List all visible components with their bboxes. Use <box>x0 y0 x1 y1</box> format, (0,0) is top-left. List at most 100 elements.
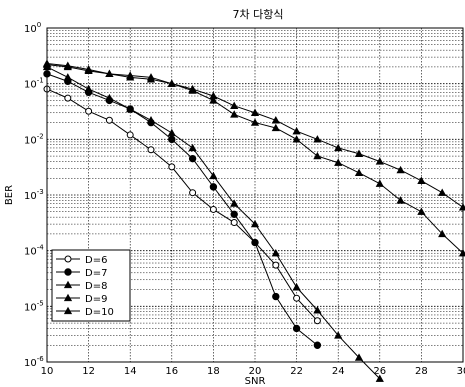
data-point <box>313 135 322 143</box>
data-point <box>230 219 238 227</box>
plot-frame <box>46 27 464 363</box>
y-tick-label: 10-6 <box>24 355 44 369</box>
data-point <box>313 317 321 325</box>
data-point <box>63 61 72 69</box>
x-tick-label: 18 <box>207 366 220 377</box>
data-point <box>272 292 280 301</box>
data-point <box>313 151 322 160</box>
legend-entry: D=6 <box>56 255 107 266</box>
data-point <box>313 306 322 314</box>
legend-entry: D=9 <box>56 293 107 305</box>
data-point <box>438 188 447 196</box>
data-point <box>354 168 364 177</box>
data-point <box>105 69 114 78</box>
data-point <box>250 118 260 126</box>
data-point <box>250 108 260 116</box>
x-tick-label: 10 <box>41 366 54 377</box>
x-tick-label: 26 <box>373 366 386 377</box>
data-point <box>126 71 135 79</box>
series-d9 <box>42 60 465 257</box>
data-point <box>272 261 280 269</box>
data-point <box>85 107 93 115</box>
legend-marker <box>63 306 73 315</box>
data-point <box>209 171 218 180</box>
data-point <box>375 179 384 187</box>
data-point <box>292 324 301 333</box>
data-point <box>292 126 301 135</box>
data-point <box>230 199 239 207</box>
data-point <box>84 65 93 73</box>
legend-label: D=7 <box>85 268 107 279</box>
data-point <box>417 176 426 184</box>
data-point <box>250 219 260 228</box>
data-point <box>417 207 426 215</box>
series-line <box>46 73 318 346</box>
data-point <box>188 84 197 93</box>
data-point <box>292 283 301 291</box>
x-tick-label: 28 <box>415 366 428 377</box>
data-point <box>146 116 156 124</box>
y-tick-label: 10-1 <box>24 77 44 91</box>
series-line <box>46 88 318 322</box>
data-point <box>251 238 259 247</box>
data-point <box>230 210 238 219</box>
data-point <box>271 248 280 257</box>
y-tick-label: 100 <box>24 21 41 35</box>
chart-title: 7차 다항식 <box>233 8 284 21</box>
data-point <box>293 294 301 302</box>
data-point <box>209 96 218 104</box>
data-point <box>189 189 197 197</box>
legend-label: D=10 <box>85 307 114 318</box>
data-point <box>230 110 239 118</box>
data-point <box>375 157 384 165</box>
x-tick-label: 14 <box>124 366 137 377</box>
data-point <box>313 341 322 349</box>
data-point <box>354 353 364 361</box>
data-point <box>334 331 343 339</box>
data-point <box>209 91 218 100</box>
legend-marker <box>64 268 72 276</box>
data-point <box>458 203 465 211</box>
data-point <box>167 79 176 87</box>
series-layer <box>42 59 465 382</box>
legend-marker <box>64 255 72 263</box>
legend-marker <box>63 293 73 302</box>
data-point <box>438 229 447 238</box>
data-point <box>396 196 405 204</box>
legend-label: D=8 <box>85 281 107 292</box>
legend: D=6 D=7 D=8 D=9 D=10 <box>51 249 131 322</box>
x-tick-labels: 10 12 14 16 18 20 22 24 26 28 30 <box>41 366 465 377</box>
series-d6 <box>43 85 321 325</box>
data-point <box>292 135 301 143</box>
legend-label: D=9 <box>85 294 107 305</box>
data-point <box>146 73 156 81</box>
data-point <box>63 73 72 81</box>
y-tick-label: 10-2 <box>24 132 44 146</box>
series-d10 <box>42 59 465 211</box>
data-point <box>375 374 384 382</box>
x-tick-label: 12 <box>82 366 95 377</box>
data-point <box>84 84 93 93</box>
data-point <box>271 123 280 132</box>
data-point <box>147 146 155 154</box>
legend-label: D=6 <box>85 255 107 266</box>
data-point <box>167 128 176 137</box>
x-axis-label: SNR <box>245 376 266 387</box>
x-tick-label: 16 <box>165 366 178 377</box>
legend-entry: D=8 <box>56 280 107 292</box>
legend-marker <box>63 280 73 289</box>
data-point <box>209 183 218 191</box>
legend-entry: D=10 <box>56 306 114 318</box>
data-point <box>126 104 135 113</box>
x-tick-label: 20 <box>249 366 262 377</box>
x-tick-label: 22 <box>290 366 303 377</box>
x-tick-label: 24 <box>332 366 345 377</box>
data-point <box>105 93 114 102</box>
data-point <box>334 143 343 152</box>
data-point <box>230 101 239 109</box>
x-tick-label: 30 <box>457 366 465 377</box>
data-point <box>354 149 364 157</box>
data-point <box>188 154 197 163</box>
y-axis-label: BER <box>4 185 15 205</box>
